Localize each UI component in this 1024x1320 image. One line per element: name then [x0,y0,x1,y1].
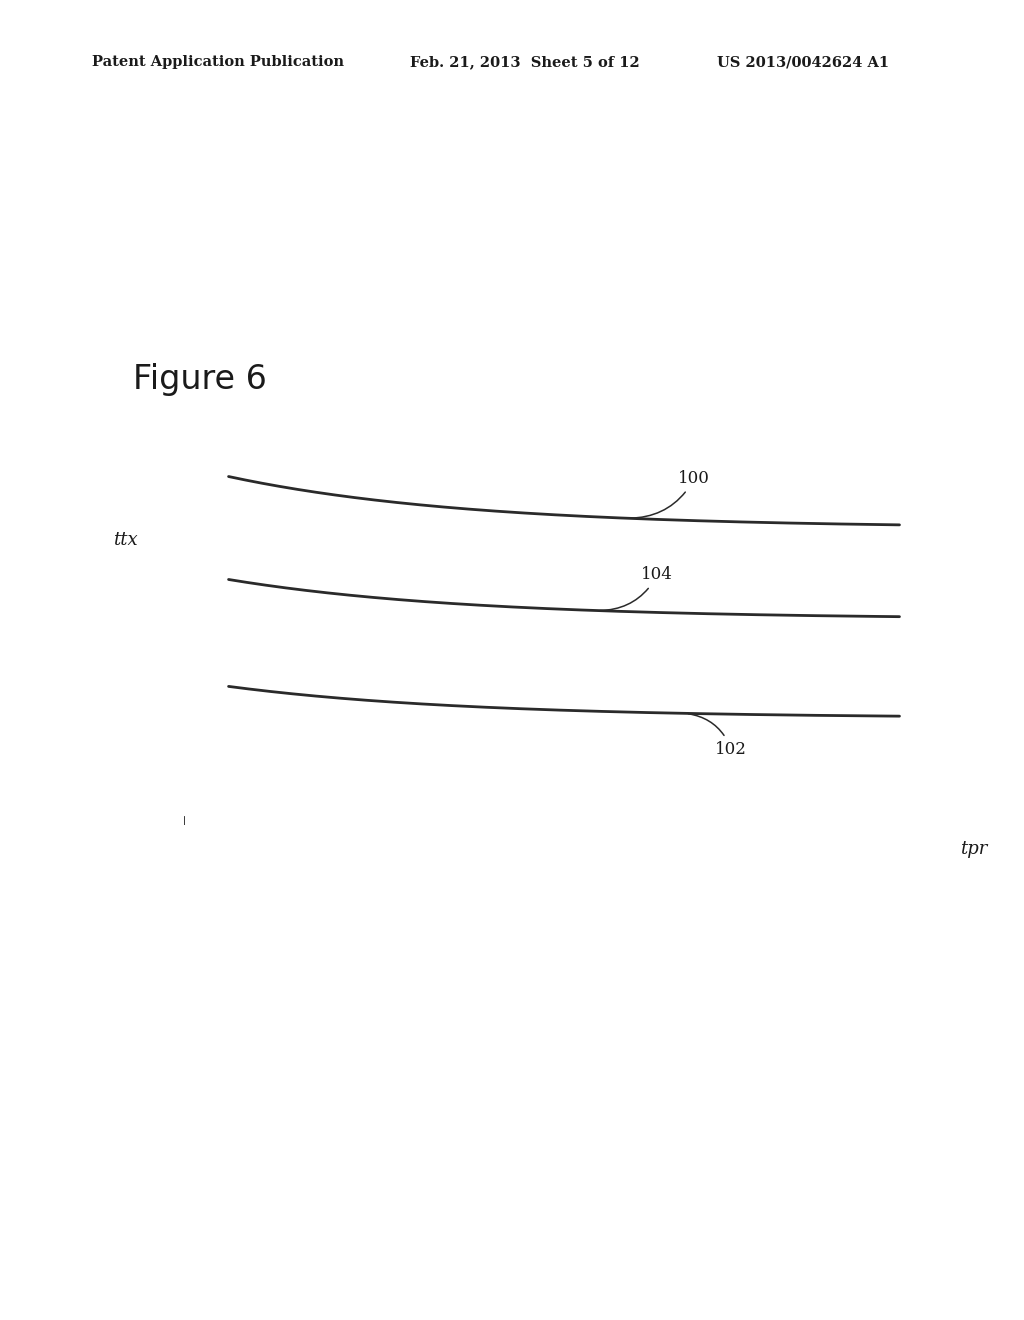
Text: 100: 100 [630,470,711,519]
Text: ttx: ttx [113,531,137,549]
Text: 102: 102 [688,714,748,758]
Text: Figure 6: Figure 6 [133,363,267,396]
Text: Patent Application Publication: Patent Application Publication [92,55,344,70]
Text: Feb. 21, 2013  Sheet 5 of 12: Feb. 21, 2013 Sheet 5 of 12 [410,55,639,70]
Text: tpr: tpr [959,840,987,858]
Text: 104: 104 [600,566,674,611]
Text: US 2013/0042624 A1: US 2013/0042624 A1 [717,55,889,70]
